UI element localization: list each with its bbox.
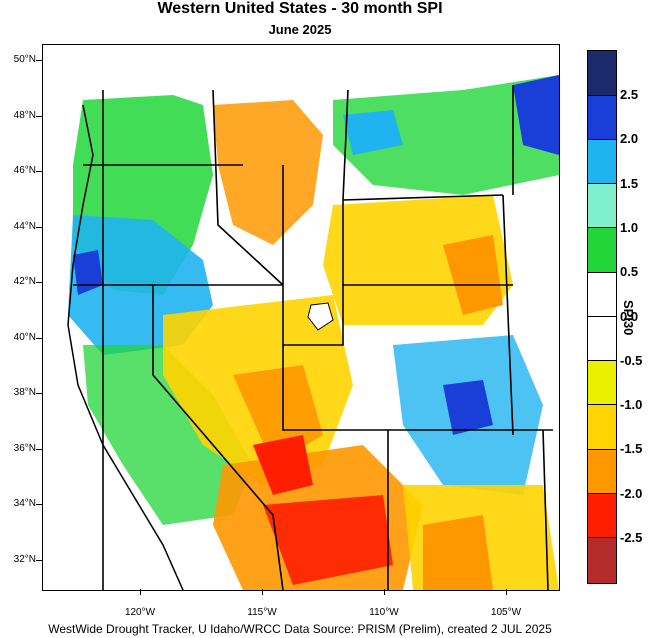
colorbar-label: 1.5 [620,176,639,191]
region-montana-moist [333,75,559,195]
region-california-moist [83,345,253,525]
lon-label-120: 120°W [124,607,156,618]
lat-tick [36,560,42,561]
colorbar-label: 0.0 [620,309,639,324]
region-se-wyoming-very-dry [443,235,503,315]
lon-label-115: 115°W [247,607,277,618]
lat-label-38: 38°N [13,387,36,398]
colorbar-title: SPI30 [621,300,636,336]
spi-map [42,44,560,591]
lat-tick [36,60,42,61]
colorbar-label: 2.5 [620,87,639,102]
region-s-new-mexico-very-dry [423,515,493,590]
colorbar-label: -0.5 [620,353,643,368]
lat-tick [36,393,42,394]
region-ne-montana-very-wet [513,75,559,155]
colorbar-segment [588,96,616,140]
colorbar-segment [588,273,616,317]
lat-tick [36,171,42,172]
colorbar-label: -2.5 [620,530,643,545]
lat-label-36: 36°N [13,443,36,454]
region-idaho-dry [213,100,323,245]
colorbar-label: -2.0 [620,486,643,501]
lon-label-105: 105°W [490,607,522,618]
colorbar-label: -1.0 [620,397,643,412]
lon-tick [506,589,507,595]
colorbar-label: 2.0 [620,131,639,146]
colorbar [587,50,617,584]
lat-tick [36,282,42,283]
lon-tick [140,589,141,595]
lat-label-40: 40°N [13,332,36,343]
colorbar-label: 0.5 [620,264,639,279]
lat-label-48: 48°N [13,110,36,121]
lat-tick [36,504,42,505]
footer-credit: WestWide Drought Tracker, U Idaho/WRCC D… [48,622,552,636]
lat-tick [36,338,42,339]
colorbar-segment [588,494,616,538]
colorbar-segment [588,538,616,583]
lat-tick [36,116,42,117]
lat-label-32: 32°N [13,554,36,565]
region-colorado-very-wet [443,380,493,435]
region-coast-very-wet [73,250,103,295]
lat-label-44: 44°N [13,221,36,232]
colorbar-segment [588,228,616,273]
lat-tick [36,449,42,450]
colorbar-segment [588,405,616,450]
lat-tick [36,227,42,228]
colorbar-label: 1.0 [620,220,639,235]
colorbar-segment [588,140,616,184]
region-montana-wet [343,110,403,155]
state-borders [73,85,553,590]
lon-tick [384,589,385,595]
lat-label-42: 42°N [13,276,36,287]
lat-label-46: 46°N [13,165,36,176]
lat-label-34: 34°N [13,498,36,509]
lat-label-50: 50°N [13,54,36,65]
lon-tick [262,589,263,595]
colorbar-label: -1.5 [620,441,643,456]
map-title: Western United States - 30 month SPI [157,0,443,17]
colorbar-segment [588,361,616,405]
spi-map-canvas [43,45,559,590]
colorbar-segment [588,317,616,361]
lon-label-110: 110°W [369,607,399,618]
region-s-nevada-extreme-dry [253,435,313,495]
colorbar-segment [588,450,616,494]
colorbar-segment [588,51,616,96]
great-salt-lake [307,302,334,331]
region-s-arizona-extreme-dry [263,495,393,585]
colorbar-segment [588,184,616,228]
map-subtitle: June 2025 [268,22,332,37]
coastline [67,104,184,590]
